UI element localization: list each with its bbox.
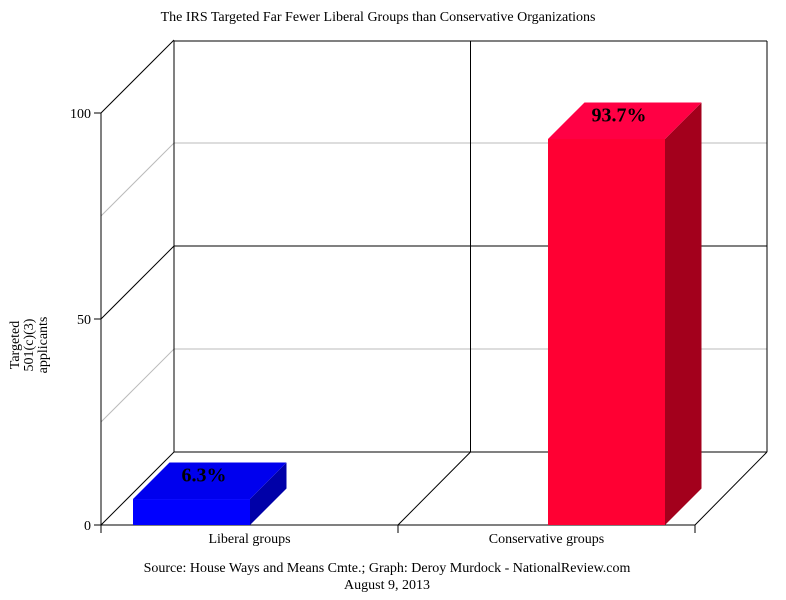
grid-line-minor-side [100, 348, 175, 423]
bar-side-face [665, 102, 702, 526]
floor-divider [397, 451, 471, 526]
bar-top-face [548, 102, 702, 139]
bar-1: 6.3% [133, 462, 287, 525]
side-wall-top-edge [100, 39, 175, 114]
grid-line-major-side [100, 245, 175, 320]
y-axis: 0 50 100 Liberal groups Conservative groups [70, 107, 604, 547]
source-note: Source: House Ways and Means Cmte.; Grap… [144, 561, 631, 576]
bar-front-face [133, 499, 250, 525]
y-tick-label: 50 [77, 313, 91, 328]
bar-top-face [133, 462, 287, 500]
y-axis-label-line-2: 501(c)(3) [22, 318, 37, 371]
y-tick-label: 0 [84, 519, 91, 534]
chart-title: The IRS Targeted Far Fewer Liberal Group… [161, 10, 596, 25]
date-note: August 9, 2013 [344, 578, 430, 593]
bar-front-face [548, 138, 665, 525]
bar-2: 93.7% [548, 102, 702, 526]
bar-data-label: 6.3% [182, 465, 227, 487]
y-tick-label: 100 [70, 107, 91, 122]
floor-left-edge [100, 451, 175, 526]
y-axis-label-line-3: applicants [36, 317, 51, 374]
bar-data-label: 93.7% [592, 104, 647, 126]
y-axis-label: Targeted 501(c)(3) applicants [8, 317, 51, 374]
bar-side-face [250, 462, 287, 525]
bars-group: 6.3% 93.7% [133, 102, 702, 526]
x-tick-label: Liberal groups [208, 532, 290, 547]
floor-right-edge [694, 451, 768, 526]
x-tick-label: Conservative groups [489, 532, 604, 547]
grid-line-minor-side [100, 142, 175, 217]
y-axis-label-line-1: Targeted [8, 321, 23, 370]
